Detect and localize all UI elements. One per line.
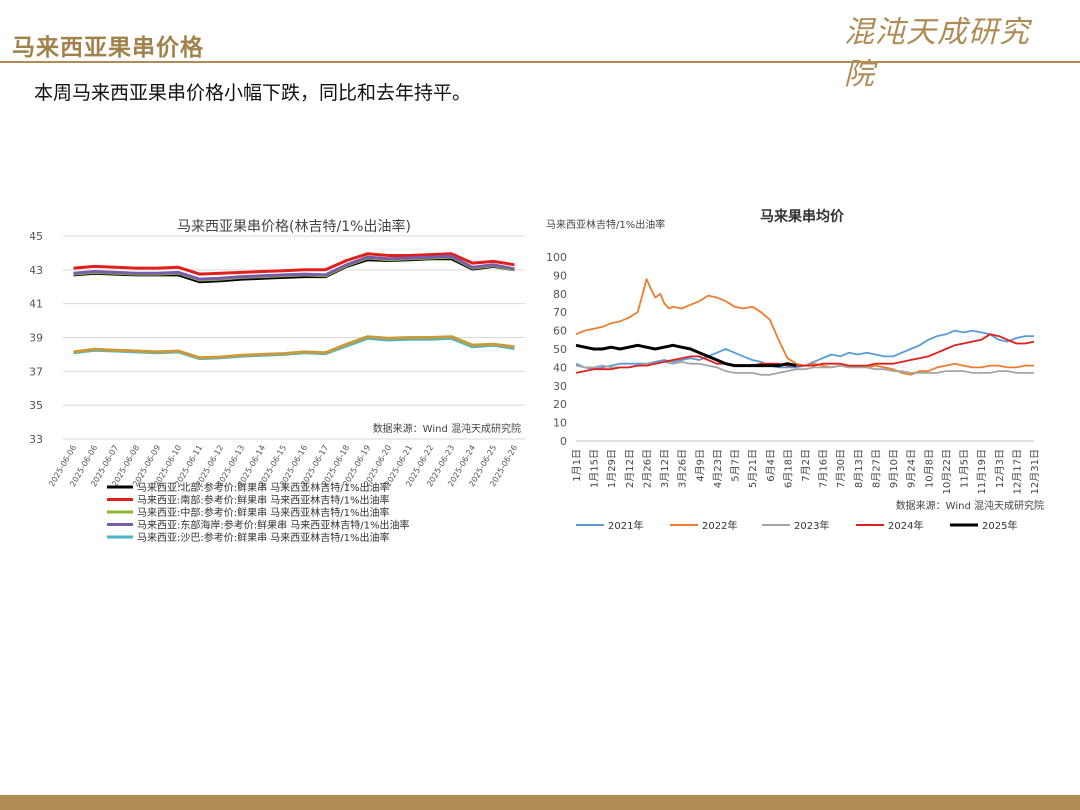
x-tick-label: 3月26日 bbox=[677, 449, 689, 488]
series-line bbox=[575, 343, 797, 368]
y-tick-label: 90 bbox=[553, 269, 567, 282]
series-line bbox=[575, 278, 1034, 376]
x-tick-label: 7月16日 bbox=[818, 449, 830, 488]
page-title: 马来西亚果串价格 bbox=[12, 34, 204, 61]
y-tick-label: 100 bbox=[546, 251, 567, 264]
series-line bbox=[73, 335, 515, 360]
chart-source: 数据来源：Wind 混沌天成研究院 bbox=[373, 422, 521, 435]
y-tick-label: 80 bbox=[553, 288, 567, 301]
series-line bbox=[575, 360, 1034, 376]
legend-label: 2025年 bbox=[982, 519, 1017, 532]
x-tick-label: 12月31日 bbox=[1029, 449, 1041, 494]
y-tick-label: 41 bbox=[30, 298, 43, 311]
header: 马来西亚果串价格 混沌天成研究院 bbox=[0, 0, 1080, 92]
legend-label: 2024年 bbox=[888, 519, 923, 532]
legend-label: 马来西亚:中部:参考价:鲜果串 马来西亚林吉特/1%出油率 bbox=[137, 506, 390, 519]
y-tick-label: 0 bbox=[560, 435, 567, 448]
legend-label: 2021年 bbox=[608, 519, 643, 532]
summary-text: 本周马来西亚果串价格小幅下跌，同比和去年持平。 bbox=[34, 82, 472, 104]
x-tick-label: 4月9日 bbox=[694, 449, 706, 482]
x-tick-label: 5月7日 bbox=[730, 449, 742, 482]
y-tick-label: 33 bbox=[30, 433, 43, 446]
x-tick-label: 11月5日 bbox=[959, 449, 971, 488]
x-tick-label: 12月3日 bbox=[994, 449, 1006, 488]
series-line bbox=[73, 336, 515, 361]
x-tick-label: 6月18日 bbox=[782, 449, 794, 488]
y-tick-label: 43 bbox=[30, 264, 43, 277]
x-tick-label: 1月15日 bbox=[589, 449, 601, 488]
x-tick-label: 3月12日 bbox=[659, 449, 671, 488]
x-tick-label: 4月23日 bbox=[712, 449, 724, 488]
series-line bbox=[575, 333, 1035, 374]
left-line-chart: 马来西亚果串价格(林吉特/1%出油率)333537394143452025-06… bbox=[30, 218, 525, 544]
y-tick-label: 35 bbox=[30, 399, 43, 412]
chart-title: 马来果串均价 bbox=[760, 208, 845, 225]
header-divider bbox=[0, 61, 1080, 63]
legend-label: 马来西亚:南部:参考价:鲜果串 马来西亚林吉特/1%出油率 bbox=[137, 494, 390, 507]
x-tick-label: 7月2日 bbox=[800, 449, 812, 482]
x-tick-label: 7月30日 bbox=[835, 449, 847, 488]
x-tick-label: 12月17日 bbox=[1011, 449, 1023, 494]
x-tick-label: 1月29日 bbox=[606, 449, 618, 488]
y-tick-label: 40 bbox=[553, 361, 567, 374]
y-tick-label: 50 bbox=[553, 343, 567, 356]
y-axis-label: 马来西亚林吉特/1%出油率 bbox=[546, 218, 665, 231]
y-tick-label: 39 bbox=[30, 332, 43, 345]
y-tick-label: 10 bbox=[553, 417, 567, 430]
legend-label: 马来西亚:沙巴:参考价:鲜果串 马来西亚林吉特/1%出油率 bbox=[137, 531, 390, 544]
x-tick-label: 2月26日 bbox=[641, 449, 653, 488]
x-tick-label: 8月13日 bbox=[853, 449, 865, 488]
x-tick-label: 9月24日 bbox=[906, 449, 918, 488]
y-tick-label: 70 bbox=[553, 306, 567, 319]
x-tick-label: 1月1日 bbox=[571, 449, 583, 482]
x-tick-label: 10月8日 bbox=[923, 449, 935, 488]
legend-label: 马来西亚:东部海岸:参考价:鲜果串 马来西亚林吉特/1%出油率 bbox=[137, 519, 410, 532]
series-line bbox=[73, 254, 515, 281]
series-line bbox=[73, 252, 515, 276]
y-tick-label: 30 bbox=[553, 380, 567, 393]
y-tick-label: 20 bbox=[553, 398, 567, 411]
y-tick-label: 60 bbox=[553, 325, 567, 338]
footer-bar bbox=[0, 795, 1080, 810]
chart-title: 马来西亚果串价格(林吉特/1%出油率) bbox=[177, 218, 411, 235]
logo-text: 混沌天成研究院 bbox=[844, 15, 1030, 92]
y-tick-label: 37 bbox=[30, 365, 43, 378]
legend-label: 马来西亚:北部:参考价:鲜果串 马来西亚林吉特/1%出油率 bbox=[137, 481, 390, 494]
chart-source: 数据来源：Wind 混沌天成研究院 bbox=[896, 499, 1044, 512]
x-tick-label: 2月12日 bbox=[624, 449, 636, 488]
x-tick-label: 11月19日 bbox=[976, 449, 988, 494]
legend-label: 2022年 bbox=[702, 519, 737, 532]
x-tick-label: 8月27日 bbox=[870, 449, 882, 488]
x-tick-label: 10月22日 bbox=[941, 449, 953, 494]
y-tick-label: 45 bbox=[30, 230, 43, 243]
x-tick-label: 9月10日 bbox=[888, 449, 900, 488]
legend-label: 2023年 bbox=[794, 519, 829, 532]
x-tick-label: 6月4日 bbox=[765, 449, 777, 482]
x-tick-label: 5月21日 bbox=[747, 449, 759, 488]
company-logo: 混沌天成研究院 bbox=[844, 12, 1058, 92]
